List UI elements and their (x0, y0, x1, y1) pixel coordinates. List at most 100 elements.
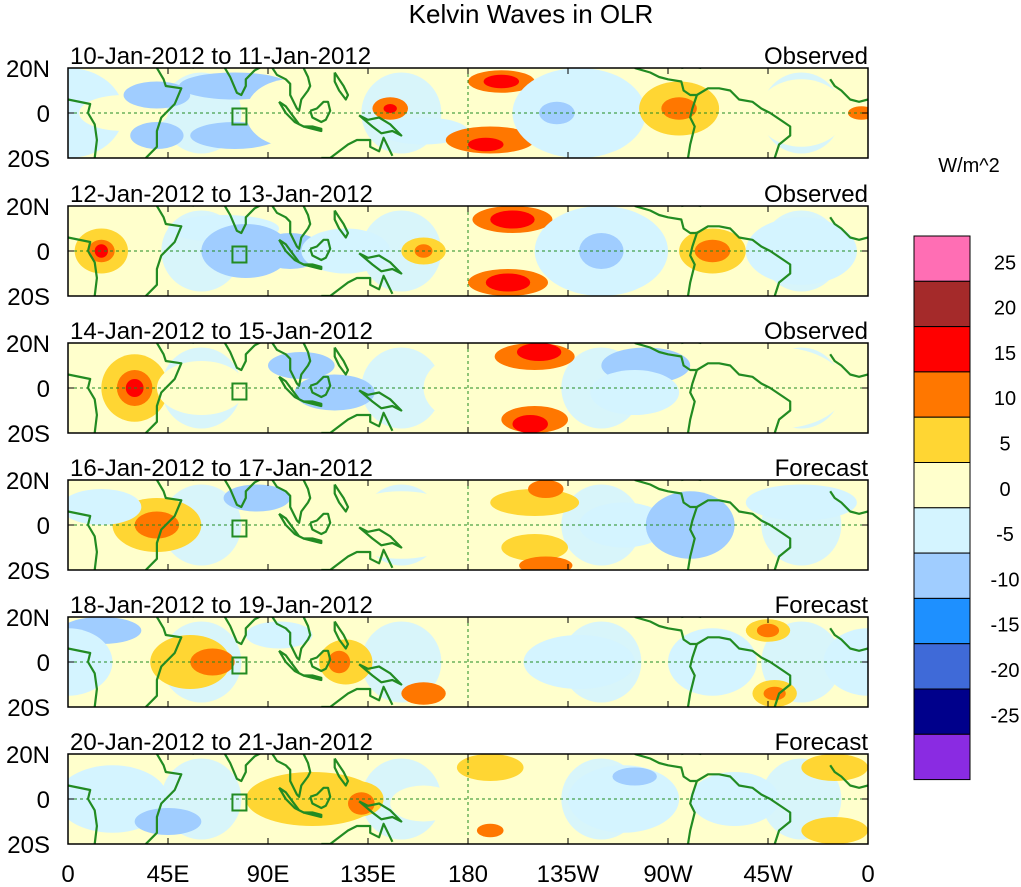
latitude-label: 0 (37, 787, 50, 814)
panel-5: 18-Jan-2012 to 19-Jan-2012 Forecast 20N 0 20… (6, 592, 869, 722)
anomaly-contour (94, 244, 109, 258)
coastlines (68, 206, 868, 296)
longitude-label: 135W (537, 861, 600, 887)
latitude-label: 0 (37, 513, 50, 540)
anomaly-contour (579, 502, 668, 548)
latitude-label: 0 (37, 650, 50, 677)
latitude-label: 20S (7, 284, 50, 311)
anomaly-contour (268, 352, 335, 379)
panel-period: 10-Jan-2012 to 11-Jan-2012 (70, 43, 371, 70)
anomaly-contour (383, 104, 397, 113)
figure-title: Kelvin Waves in OLR (409, 0, 654, 29)
olr-anomaly-field (68, 68, 868, 158)
panel-status: Forecast (775, 729, 869, 756)
panel-2: 12-Jan-2012 to 13-Jan-2012 Observed 20N 0 20… (6, 181, 869, 311)
anomaly-contour (516, 343, 562, 361)
colorbar-tick-label: 15 (994, 343, 1016, 365)
longitude-label: 0 (61, 861, 74, 887)
colorbar-units: W/m^2 (938, 155, 1000, 177)
anomaly-contour (134, 808, 202, 835)
longitude-label: 90W (643, 861, 693, 887)
latitude-label: 20S (7, 421, 50, 448)
colorbar-swatch (913, 733, 971, 781)
anomaly-contour (401, 682, 446, 705)
coastlines (68, 68, 868, 158)
colorbar-swatch (913, 643, 971, 690)
anomaly-contour (528, 480, 564, 498)
colorbar-swatch (913, 235, 971, 282)
colorbar-swatch (913, 280, 971, 328)
region-box (231, 519, 248, 538)
olr-anomaly-field (68, 343, 868, 433)
panel-period: 12-Jan-2012 to 13-Jan-2012 (70, 181, 373, 208)
colorbar-tick-label: 25 (994, 252, 1016, 274)
anomaly-contour (801, 817, 868, 844)
panel-period: 18-Jan-2012 to 19-Jan-2012 (70, 592, 373, 619)
latitude-label: 20N (6, 194, 50, 221)
anomaly-contour (745, 484, 857, 521)
anomaly-contour (223, 484, 291, 512)
anomaly-contour (801, 754, 868, 781)
latitude-label: 20N (6, 331, 50, 358)
panels-group: 10-Jan-2012 to 11-Jan-2012 Observed 20N 0 20… (6, 43, 869, 859)
longitude-label: 135E (340, 861, 396, 887)
colorbar: 25 20 15 10 5 0 -5 -10 -15 -20 -25 (913, 235, 1020, 781)
anomaly-contour (823, 628, 868, 696)
colorbar-tick-label: 0 (999, 479, 1010, 501)
colorbar-swatch (913, 371, 971, 418)
anomaly-contour (501, 534, 568, 561)
olr-anomaly-field (68, 206, 868, 296)
panel-period: 20-Jan-2012 to 21-Jan-2012 (70, 729, 373, 756)
colorbar-swatch (913, 326, 971, 373)
colorbar-tick-label: 5 (999, 434, 1010, 456)
latitude-label: 20S (7, 695, 50, 722)
colorbar-swatch (913, 688, 971, 735)
panel-1: 10-Jan-2012 to 11-Jan-2012 Observed 20N 0 20… (6, 43, 869, 173)
colorbar-swatch (913, 462, 971, 509)
anomaly-contour (134, 511, 180, 539)
anomaly-contour (334, 491, 468, 559)
longitude-axis: 0 45E 90E 135E 180 135W 90W 45W 0 (61, 861, 874, 887)
latitude-label: 20S (7, 832, 50, 859)
longitude-label: 90E (247, 861, 290, 887)
anomaly-contour (512, 415, 548, 433)
latitude-label: 20S (7, 558, 50, 585)
longitude-label: 45E (147, 861, 190, 887)
panel-period: 14-Jan-2012 to 15-Jan-2012 (70, 318, 373, 345)
colorbar-tick-label: -15 (991, 615, 1020, 637)
anomaly-contour (456, 754, 524, 781)
longitude-label: 45W (743, 861, 793, 887)
anomaly-contour (848, 106, 868, 120)
panel-status: Forecast (775, 455, 869, 482)
panel-status: Observed (764, 181, 868, 208)
latitude-label: 0 (37, 376, 50, 403)
anomaly-contour (468, 137, 504, 152)
colorbar-swatch (913, 507, 971, 554)
coastlines (68, 480, 868, 570)
latitude-label: 0 (37, 239, 50, 266)
latitude-label: 20S (7, 146, 50, 173)
anomaly-contour (579, 233, 624, 269)
coastlines (68, 754, 868, 844)
region-box (231, 793, 248, 812)
latitude-label: 20N (6, 56, 50, 83)
region-box (231, 382, 248, 401)
anomaly-contour (390, 785, 457, 822)
anomaly-contour (756, 623, 780, 638)
panel-status: Observed (764, 43, 868, 70)
colorbar-tick-label: 20 (994, 298, 1016, 320)
panel-status: Observed (764, 318, 868, 345)
anomaly-contour (476, 823, 504, 838)
anomaly-contour (245, 621, 313, 649)
panel-period: 16-Jan-2012 to 17-Jan-2012 (70, 455, 373, 482)
colorbar-swatch (913, 597, 971, 645)
anomaly-contour (483, 74, 520, 89)
latitude-label: 20N (6, 468, 50, 495)
anomaly-contour (661, 97, 697, 120)
anomaly-contour (490, 210, 535, 229)
region-box (231, 107, 248, 126)
panel-4: 16-Jan-2012 to 17-Jan-2012 Forecast 20N 0 20… (6, 455, 869, 585)
anomaly-contour (485, 273, 531, 292)
anomaly-contour (712, 347, 846, 429)
